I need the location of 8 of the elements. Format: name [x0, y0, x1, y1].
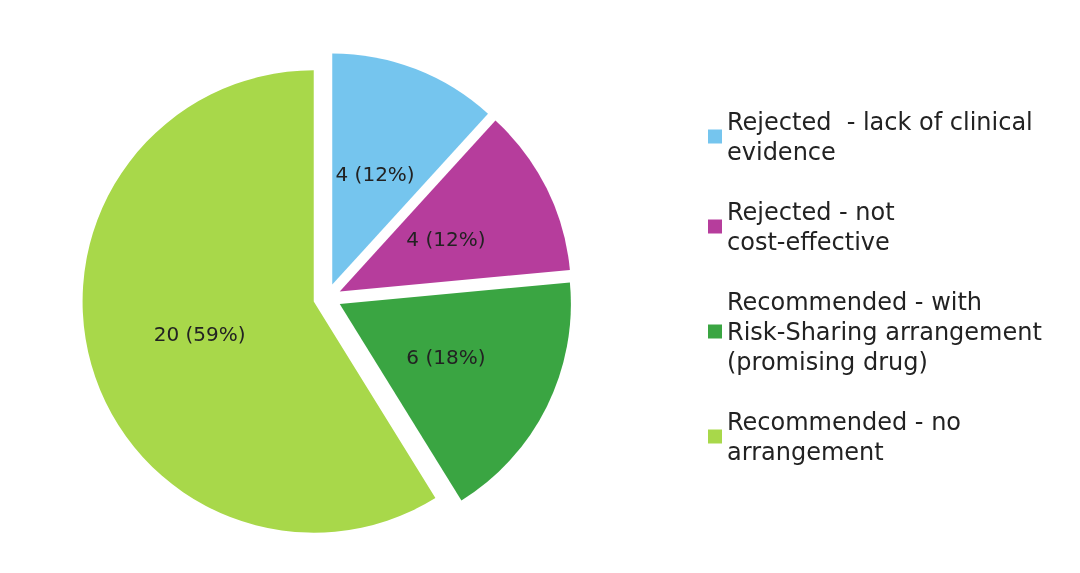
data-label: 6 (18%) [406, 344, 486, 369]
legend-label: Recommended - no arrangement [727, 407, 969, 466]
data-label: 4 (12%) [406, 226, 486, 251]
legend-label: Recommended - with Risk-Sharing arrangement (promising drug) [727, 287, 1050, 376]
legend-label: Rejected - lack of clinical evidence [727, 107, 1041, 166]
data-label: 20 (59%) [153, 321, 246, 346]
legend-label: Rejected - not cost-effective [727, 197, 903, 256]
data-label: 4 (12%) [335, 162, 415, 187]
